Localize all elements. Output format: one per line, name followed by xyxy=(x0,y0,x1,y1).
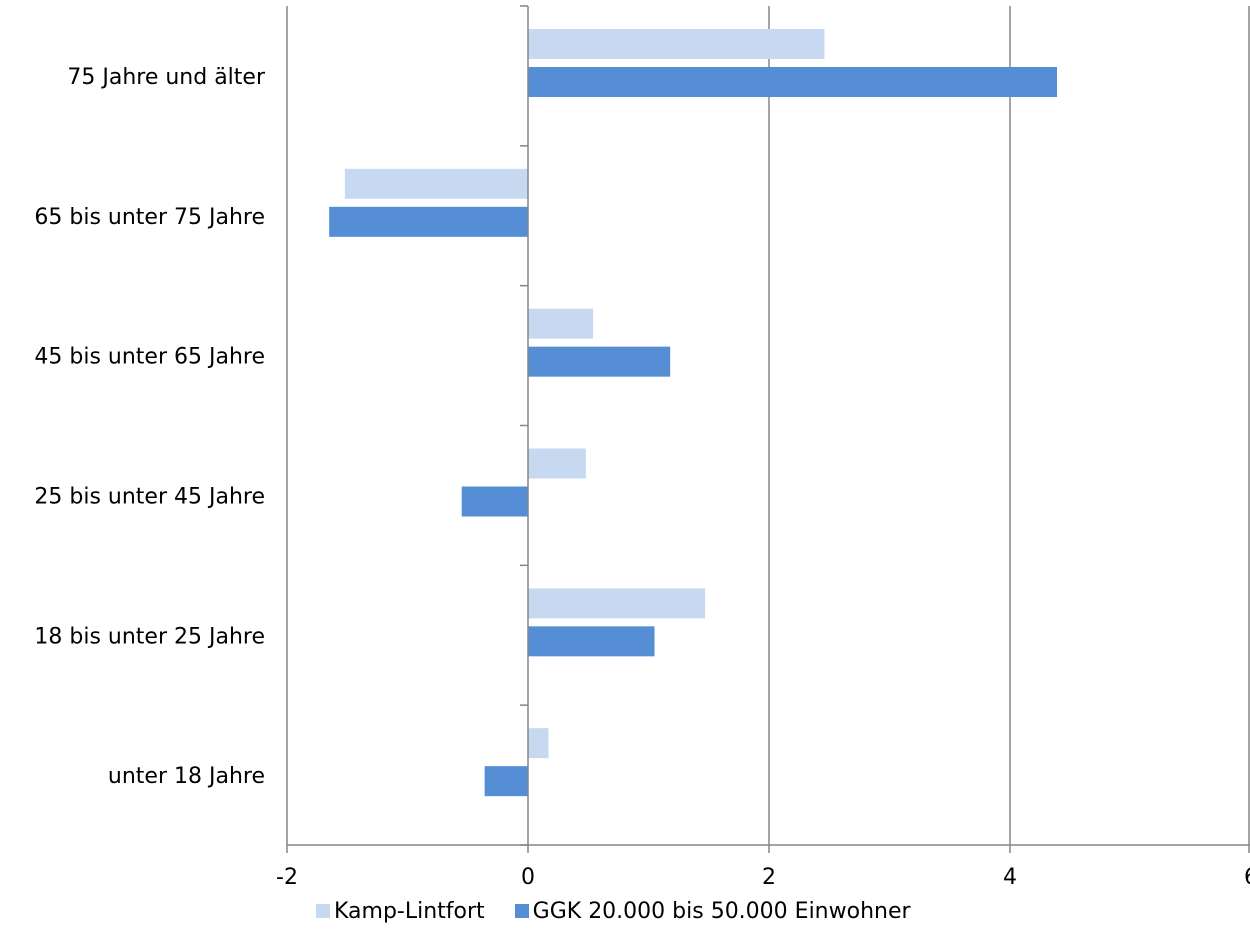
bar-kamp-lintfort-3 xyxy=(528,448,586,479)
bar-kamp-lintfort-1 xyxy=(344,168,528,199)
bar-ggk-3 xyxy=(461,486,528,517)
category-label: 45 bis unter 65 Jahre xyxy=(34,345,265,370)
legend-label-kamp-lintfort: Kamp-Lintfort xyxy=(334,898,485,924)
bar-ggk-2 xyxy=(528,346,671,377)
bar-kamp-lintfort-0 xyxy=(528,29,825,59)
x-tick-label: 2 xyxy=(762,865,776,890)
bars xyxy=(329,29,1057,797)
category-label: 75 Jahre und älter xyxy=(67,65,266,90)
bar-kamp-lintfort-2 xyxy=(528,308,594,339)
bar-ggk-4 xyxy=(528,626,655,657)
legend-swatch-kamp-lintfort xyxy=(316,904,330,918)
bar-kamp-lintfort-5 xyxy=(528,728,549,759)
x-tick-label: 0 xyxy=(521,865,535,890)
bar-ggk-1 xyxy=(329,206,528,237)
x-tick-label: 6 xyxy=(1244,865,1250,890)
category-label: 25 bis unter 45 Jahre xyxy=(34,484,265,509)
category-label: 18 bis unter 25 Jahre xyxy=(34,624,265,649)
bar-ggk-0 xyxy=(528,67,1057,97)
x-tick-label: -2 xyxy=(276,865,298,890)
axes xyxy=(286,5,1250,853)
legend-swatch-ggk xyxy=(514,904,529,918)
x-tick-label: 4 xyxy=(1003,865,1017,890)
legend-label-ggk: GGK 20.000 bis 50.000 Einwohner xyxy=(532,898,911,924)
gridlines xyxy=(768,6,1250,845)
legend-item-ggk: GGK 20.000 bis 50.000 Einwohner xyxy=(514,898,911,924)
axis-labels: 75 Jahre und älter 65 bis unter 75 Jahre 4… xyxy=(34,65,1250,890)
bar-ggk-5 xyxy=(484,766,528,797)
category-label: unter 18 Jahre xyxy=(108,764,265,789)
legend: Kamp-Lintfort GGK 20.000 bis 50.000 Einw… xyxy=(316,896,911,926)
legend-item-kamp-lintfort: Kamp-Lintfort xyxy=(316,899,485,924)
bar-kamp-lintfort-4 xyxy=(528,588,706,619)
category-label: 65 bis unter 75 Jahre xyxy=(34,205,265,230)
